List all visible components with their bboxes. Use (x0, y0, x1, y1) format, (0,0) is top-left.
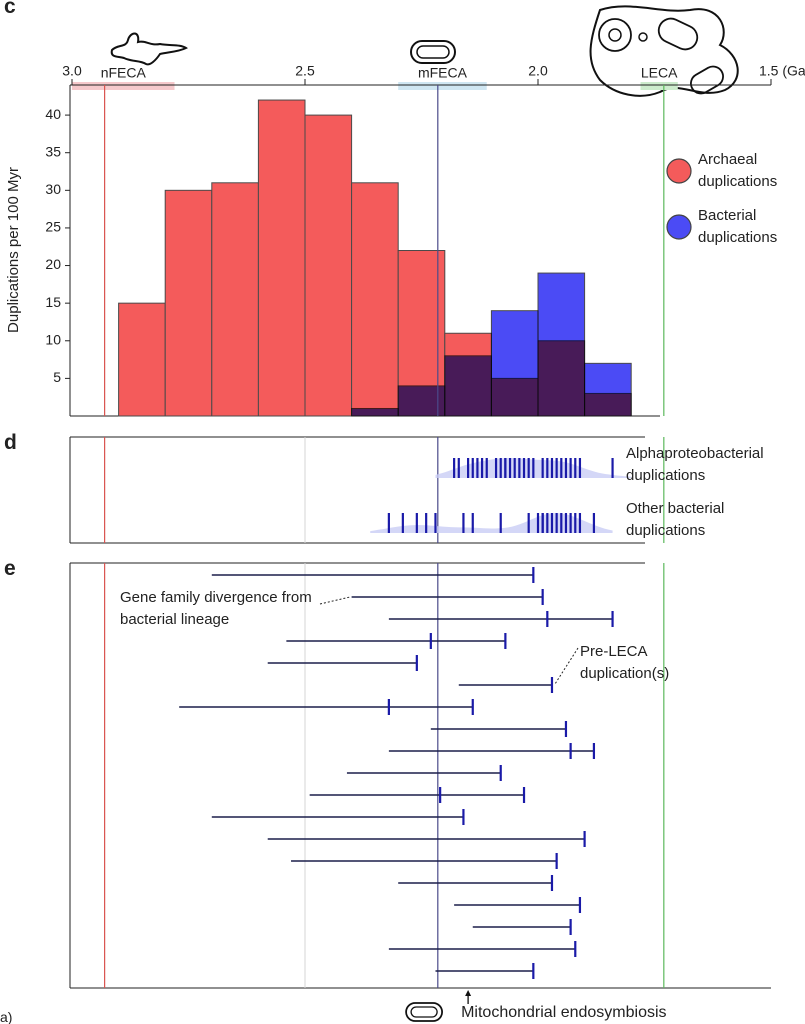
vesicle-icon (638, 32, 648, 42)
era-label: mFECA (418, 65, 468, 81)
y-tick-label: 30 (45, 181, 61, 197)
y-tick-label: 20 (45, 256, 61, 272)
era-band (398, 82, 487, 90)
legend-swatch (666, 158, 692, 184)
mitochondrion-icon (416, 45, 450, 59)
y-tick-label: 10 (45, 331, 61, 347)
mitochondrion-icon (690, 65, 724, 95)
bar (537, 272, 586, 417)
y-tick-label: 5 (53, 369, 61, 385)
era-label: nFECA (101, 65, 147, 81)
mitochondrion-icon (410, 1006, 438, 1018)
eukaryote-icon (589, 5, 739, 97)
legend-swatch (666, 214, 692, 240)
x-tick-label: 2.0 (528, 63, 548, 79)
x-tick-label: 1.5 (Ga (759, 63, 805, 79)
era-band (640, 82, 678, 90)
bar (164, 189, 213, 417)
era-band (72, 82, 175, 90)
mitochondrion-icon (657, 17, 699, 51)
y-tick-label: 40 (45, 106, 61, 122)
bar (351, 182, 399, 417)
series-label: Other bacterial duplications (626, 500, 725, 539)
y-axis-title: Duplications per 100 Myr (5, 167, 22, 333)
annotation: Gene family divergence from bacterial li… (120, 589, 312, 628)
bar (304, 114, 353, 417)
panel-label: c (4, 0, 16, 18)
caption: a) (0, 1009, 13, 1024)
bar (211, 182, 259, 417)
nucleus-icon (598, 18, 632, 52)
event-arrowhead (465, 990, 472, 996)
panel-label: e (4, 557, 16, 580)
bar (397, 385, 446, 417)
archaeon-icon (110, 32, 188, 66)
bar (257, 99, 306, 417)
bar (584, 362, 632, 417)
y-tick-label: 35 (45, 143, 61, 159)
leader-line (319, 596, 351, 605)
annotation: Pre-LECA duplication(s) (580, 643, 670, 682)
event-label: Mitochondrial endosymbiosis (461, 1004, 667, 1021)
x-tick-label: 3.0 (62, 63, 82, 79)
bar (351, 407, 399, 417)
x-tick-label: 2.5 (295, 63, 315, 79)
mitochondrion-icon (405, 1002, 444, 1022)
series-label: Alphaproteobacterial duplications (626, 445, 764, 484)
bar (444, 355, 492, 417)
bar (118, 302, 166, 417)
y-tick-label: 25 (45, 219, 61, 235)
mitochondrion-icon (410, 40, 456, 64)
legend-label: Archaeal duplications (698, 151, 778, 190)
legend-label: Bacterial duplications (698, 207, 778, 246)
bar (490, 310, 539, 417)
y-tick-label: 15 (45, 294, 61, 310)
panel-label: d (4, 431, 17, 454)
nucleolus-icon (608, 28, 622, 42)
era-label: LECA (641, 65, 678, 81)
leader-line (554, 647, 579, 685)
